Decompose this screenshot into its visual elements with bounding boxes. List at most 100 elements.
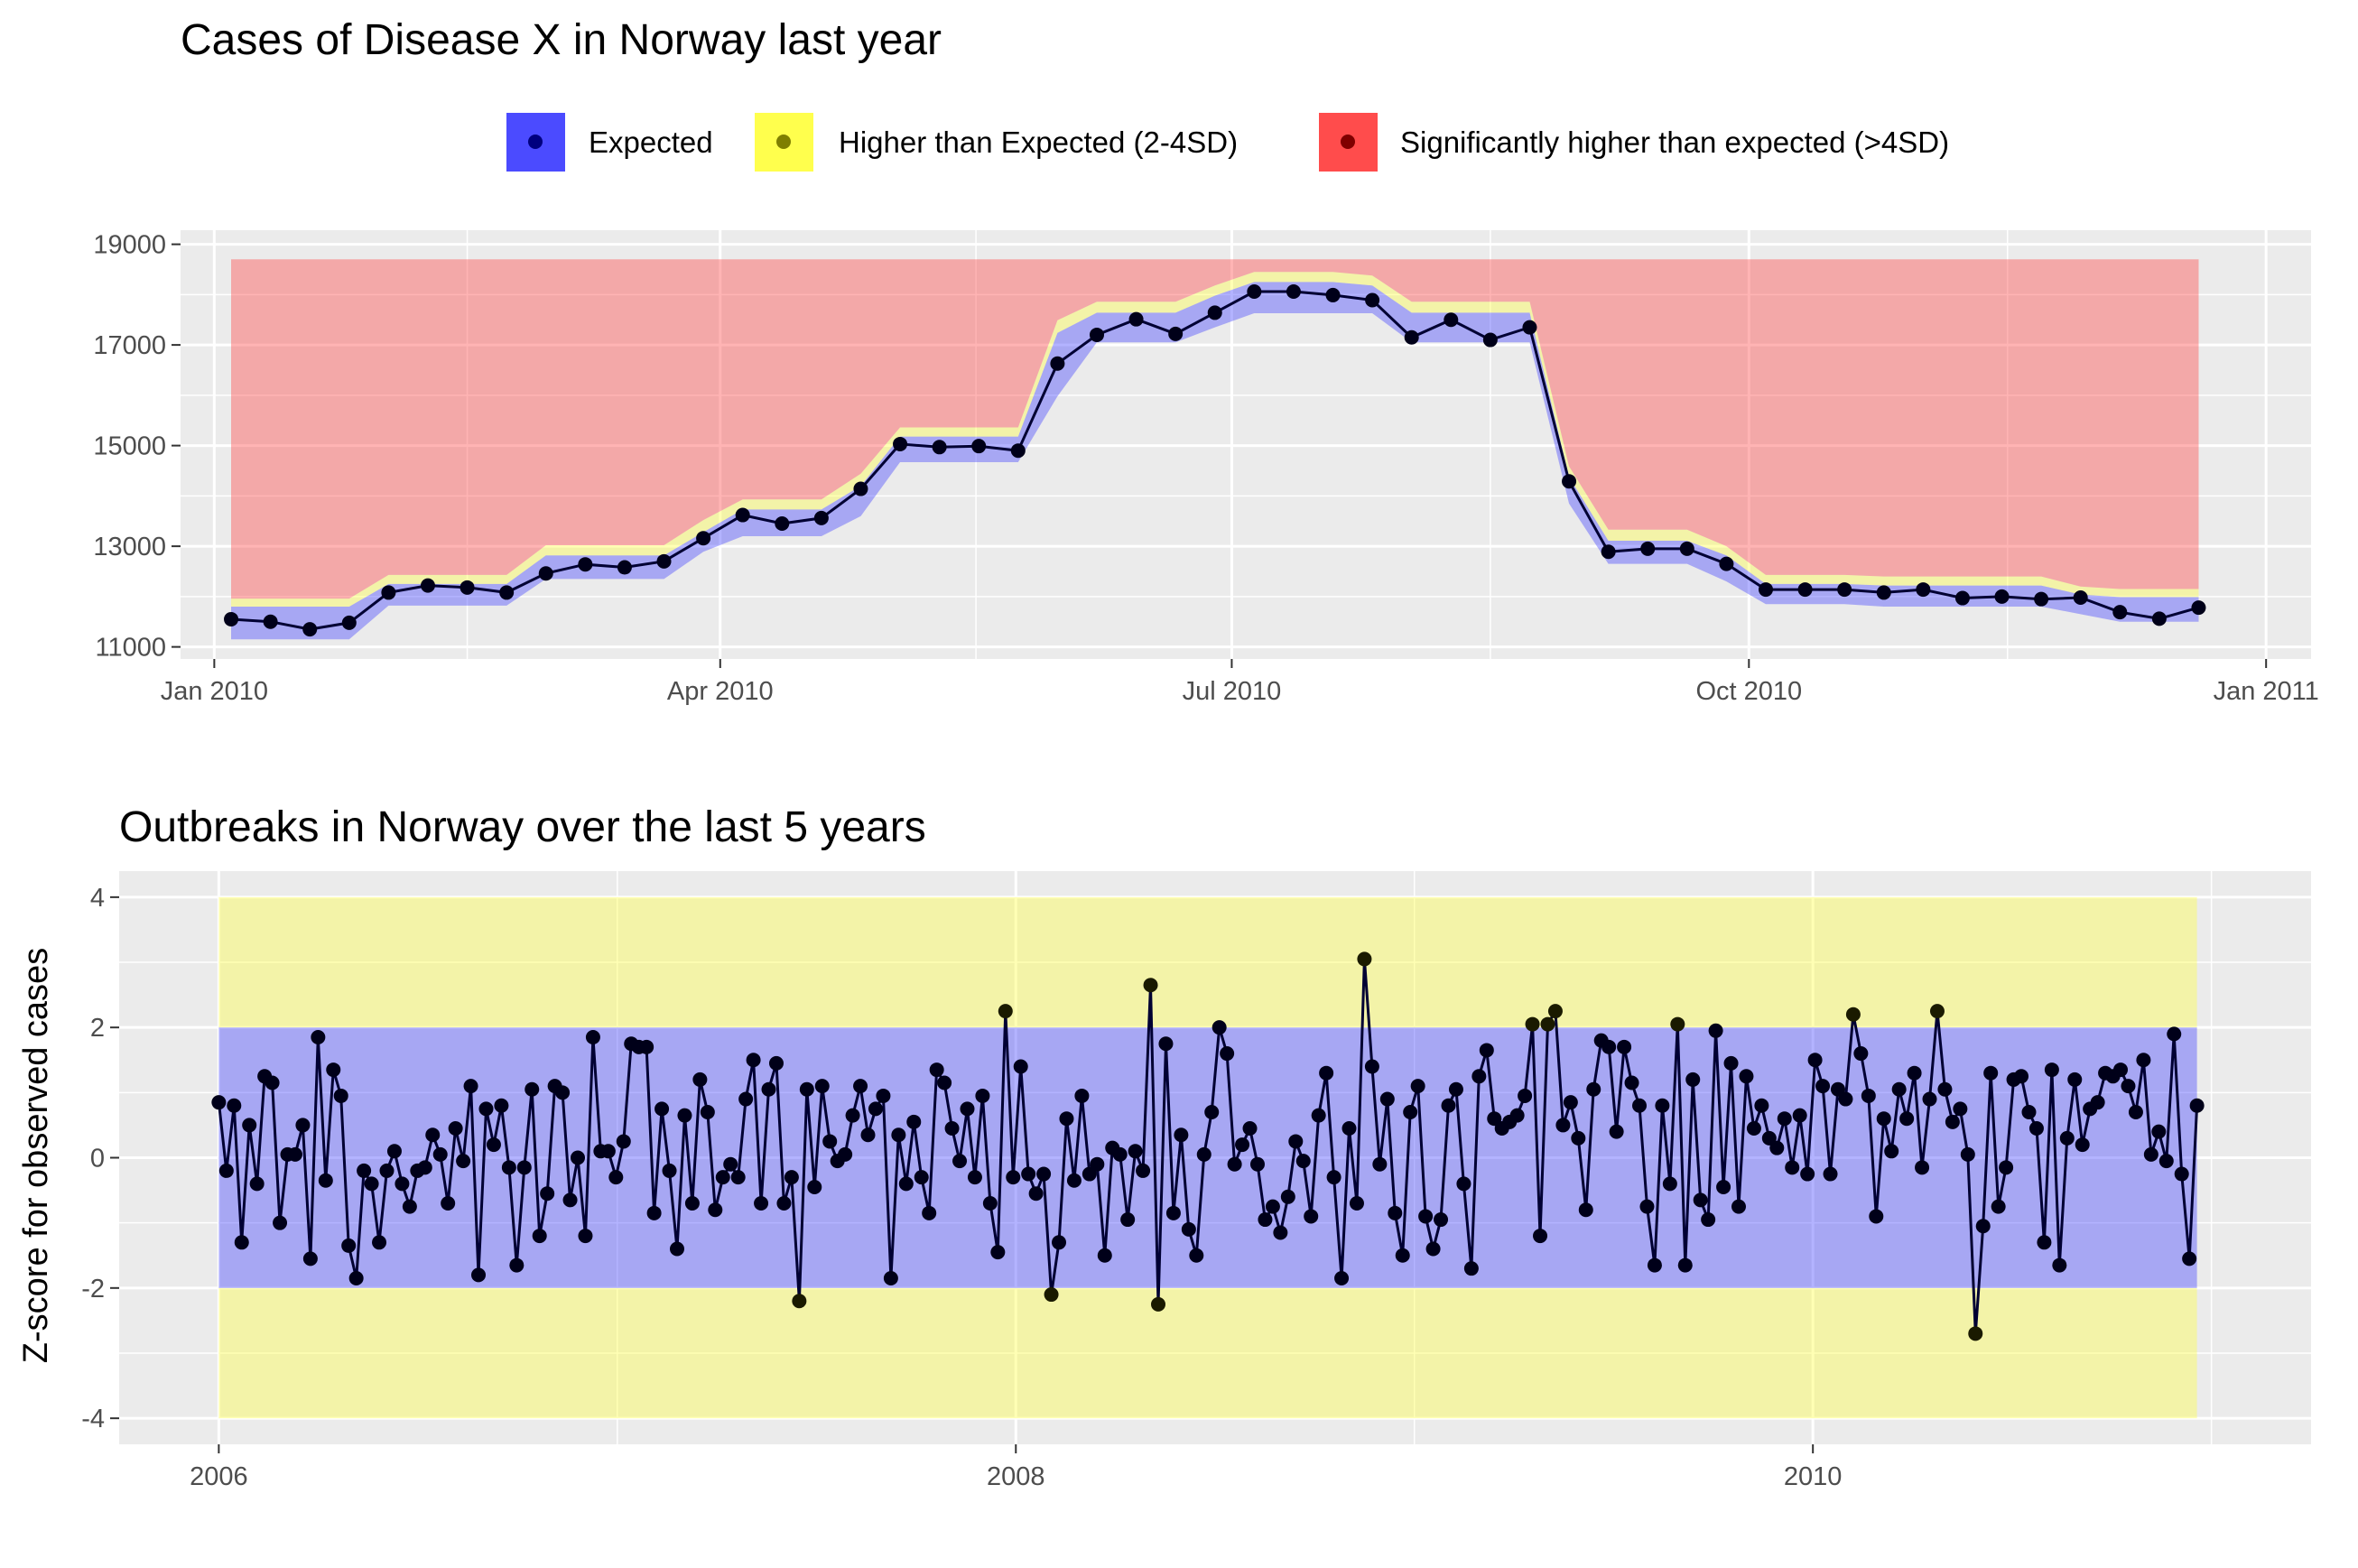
zscore-point <box>1165 1205 1181 1220</box>
zscore-point <box>1074 1088 1090 1103</box>
observed-point <box>263 614 278 629</box>
observed-point <box>1640 541 1656 556</box>
zscore-point <box>860 1127 876 1143</box>
zscore-point <box>1403 1104 1418 1119</box>
zscore-point <box>1021 1166 1036 1182</box>
zscore-point <box>1128 1144 1143 1159</box>
zscore-point <box>249 1176 265 1192</box>
zscore-point <box>1785 1160 1800 1175</box>
zscore-point <box>1891 1081 1907 1097</box>
zscore-point <box>1150 1296 1165 1312</box>
observed-point <box>2034 591 2049 607</box>
zscore-point <box>1372 1156 1388 1172</box>
x-tick-label: Jul 2010 <box>1183 677 1282 706</box>
zscore-point <box>669 1241 684 1257</box>
zscore-point <box>761 1081 776 1097</box>
zscore-point <box>1983 1065 1999 1081</box>
zscore-point <box>1052 1235 1067 1250</box>
zscore-point <box>218 1163 234 1178</box>
zscore-point <box>2037 1235 2052 1250</box>
zscore-point <box>1609 1124 1624 1139</box>
zscore-point <box>692 1072 708 1087</box>
zscore-point <box>478 1101 494 1117</box>
zscore-point <box>1357 951 1372 967</box>
zscore-point <box>1716 1179 1731 1194</box>
zscore-point <box>463 1079 478 1094</box>
zscore-point <box>1617 1039 1632 1054</box>
zscore-point <box>287 1146 302 1162</box>
zscore-point <box>1448 1081 1463 1097</box>
zscore-point <box>1181 1221 1196 1237</box>
y-tick-label: -4 <box>81 1405 105 1433</box>
zscore-band <box>218 896 2197 1028</box>
zscore-point <box>2128 1104 2143 1119</box>
zscore-point <box>432 1146 448 1162</box>
zscore-point <box>516 1160 532 1175</box>
zscore-point <box>1555 1118 1571 1133</box>
band-significantly-higher <box>231 259 2199 599</box>
bands-top <box>231 259 2199 640</box>
legend-point-significant <box>1341 135 1355 149</box>
zscore-point <box>792 1294 807 1309</box>
zscore-point <box>1693 1192 1708 1208</box>
zscore-point <box>2158 1154 2174 1169</box>
series-points-top <box>224 284 2206 637</box>
zscore-point <box>853 1079 868 1094</box>
zscore-point <box>1861 1088 1876 1103</box>
zscore-point <box>2121 1079 2136 1094</box>
observed-point <box>1719 556 1734 571</box>
observed-point <box>420 578 435 593</box>
zscore-point <box>1769 1140 1785 1155</box>
axes-bottom: -4 -2 0 2 4 2006 2008 2010 <box>81 884 1842 1491</box>
x-tick-label: Oct 2010 <box>1695 677 1802 706</box>
zscore-point <box>1189 1248 1204 1263</box>
y-tick-label: -2 <box>81 1275 105 1304</box>
zscore-point <box>501 1160 516 1175</box>
zscore-point <box>1227 1156 1242 1172</box>
observed-point <box>1954 590 1970 606</box>
zscore-point <box>1425 1241 1441 1257</box>
observed-point <box>696 531 711 546</box>
observed-point <box>2151 611 2167 626</box>
zscore-point <box>1869 1209 1884 1224</box>
zscore-point <box>1509 1108 1525 1123</box>
zscore-point <box>1975 1219 1991 1234</box>
zscore-point <box>1295 1154 1311 1169</box>
y-tick-label: 13000 <box>93 533 166 561</box>
chart-title: Cases of Disease X in Norway last year <box>181 16 942 64</box>
zscore-point <box>891 1127 906 1143</box>
y-tick-label: 2 <box>90 1014 105 1043</box>
zscore-point <box>1601 1039 1617 1054</box>
observed-point <box>1010 443 1026 459</box>
zscore-point <box>234 1235 249 1250</box>
zscore-point <box>1845 1007 1861 1022</box>
zscore-point <box>1097 1248 1112 1263</box>
zscore-point <box>1563 1095 1578 1110</box>
zscore-point <box>509 1257 525 1273</box>
zscore-point <box>723 1156 738 1172</box>
zscore-point <box>1945 1114 1960 1129</box>
axes-top: 11000 13000 15000 17000 19000 Jan 2010 Apr 201… <box>93 231 2318 706</box>
zscore-point <box>1899 1111 1915 1127</box>
zscore-point <box>471 1267 487 1283</box>
zscore-point <box>1434 1212 1449 1228</box>
zscore-point <box>1830 1081 1845 1097</box>
zscore-point <box>1211 1020 1227 1035</box>
zscore-point <box>1533 1229 1548 1244</box>
zscore-point <box>1120 1212 1136 1228</box>
zscore-point <box>677 1108 692 1123</box>
zscore-point <box>738 1091 754 1107</box>
zscore-point <box>700 1104 715 1119</box>
observed-point <box>578 557 593 572</box>
zscore-point <box>1196 1146 1211 1162</box>
zscore-point <box>302 1251 318 1266</box>
zscore-point <box>1242 1121 1258 1137</box>
zscore-point <box>1746 1121 1761 1137</box>
zscore-point <box>2182 1251 2197 1266</box>
x-tick-label: Jan 2010 <box>161 677 268 706</box>
observed-point <box>1207 305 1222 320</box>
zscore-point <box>1754 1098 1769 1113</box>
zscore-point <box>1143 978 1158 993</box>
zscore-point <box>1578 1202 1593 1218</box>
observed-point <box>1837 582 1852 598</box>
